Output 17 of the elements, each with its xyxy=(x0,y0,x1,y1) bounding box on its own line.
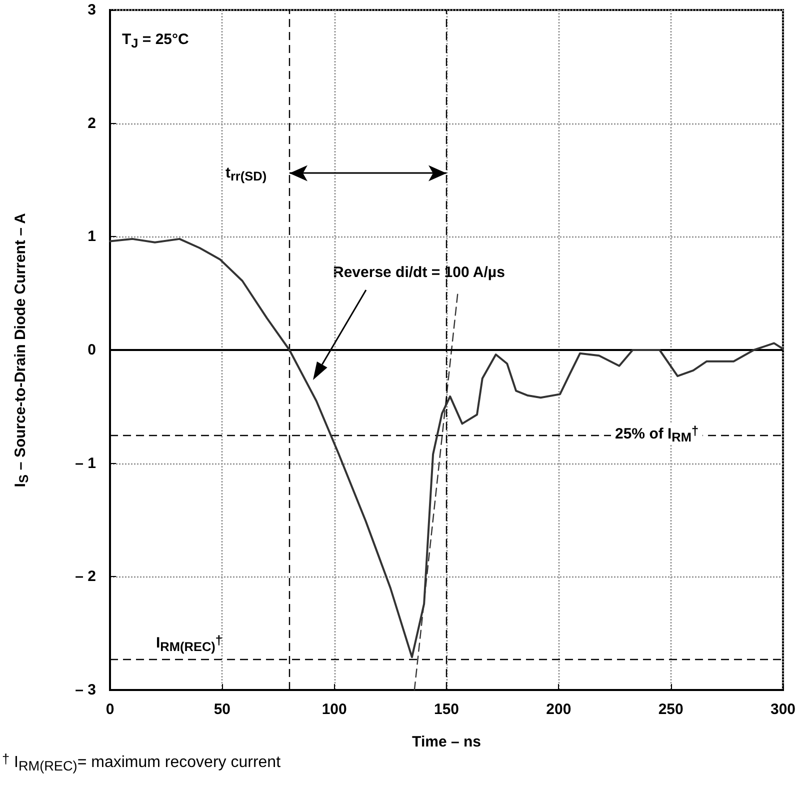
x-tick-label: 50 xyxy=(214,701,231,718)
y-tick-label: 3 xyxy=(88,2,96,18)
y-tick-label: 1 xyxy=(88,228,96,246)
x-tick-label: 200 xyxy=(546,701,572,718)
y-axis-title: IS – Source-to-Drain Diode Current – A xyxy=(12,212,31,488)
y-tick-label: – 1 xyxy=(75,454,96,472)
x-tick-label: 0 xyxy=(106,701,114,718)
x-axis-title: Time – ns xyxy=(412,733,481,750)
annotation: Reverse di/dt = 100 A/µs xyxy=(333,264,505,281)
x-tick-label: 150 xyxy=(434,701,460,718)
x-tick-label: 250 xyxy=(658,701,684,718)
y-tick-label: 0 xyxy=(88,342,96,358)
x-tick-label: 100 xyxy=(322,701,347,718)
y-tick-label: 2 xyxy=(88,114,96,132)
y-tick-label: – 2 xyxy=(75,568,96,586)
x-tick-label: 300 xyxy=(770,701,796,718)
y-tick-label: – 3 xyxy=(75,682,96,698)
